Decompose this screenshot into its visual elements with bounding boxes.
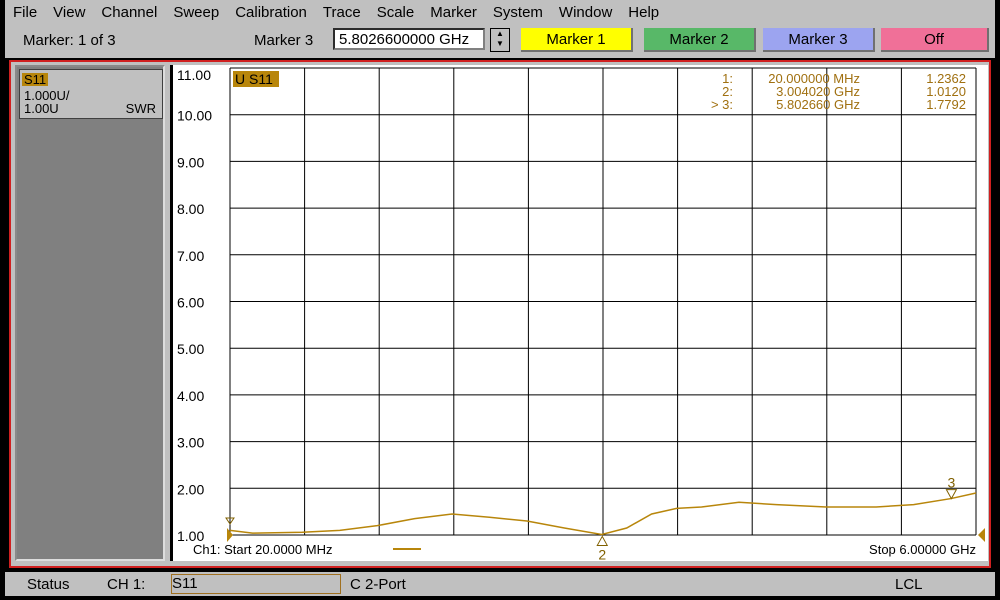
sweep-start: Ch1: Start 20.0000 MHz: [193, 542, 332, 557]
marker-3-number: 3: [947, 475, 955, 491]
spin-up-icon[interactable]: ▲: [496, 29, 504, 38]
swr-trace: [229, 492, 977, 536]
status-bar: Status CH 1: S11 C 2-Port LCL: [5, 572, 995, 596]
y-tick-label: 6.00: [177, 295, 204, 311]
marker-readout-value: 1.7792: [926, 97, 966, 112]
marker-readout-value: 1.0120: [926, 84, 966, 99]
off-button[interactable]: Off: [881, 28, 989, 52]
trace-panel: S11 1.000U/ 1.00U SWR: [15, 65, 165, 561]
marker-toolbar: Marker: 1 of 3 Marker 3 ▲▼ Marker 1 Marke…: [5, 24, 995, 58]
marker-count: Marker: 1 of 3: [23, 32, 116, 49]
y-tick-label: 3.00: [177, 435, 204, 451]
marker-3-button[interactable]: Marker 3: [763, 28, 875, 52]
menu-channel[interactable]: Channel: [101, 3, 158, 21]
status-calibration: C 2-Port: [350, 576, 406, 593]
spin-down-icon[interactable]: ▼: [496, 39, 504, 48]
marker-frequency-input[interactable]: [333, 28, 485, 50]
y-tick-label: 5.00: [177, 341, 204, 357]
y-tick-label: 10.00: [177, 108, 212, 124]
marker-readout-label: 1:: [722, 71, 733, 86]
status-parameter: S11: [171, 574, 341, 594]
y-tick-label: 8.00: [177, 201, 204, 217]
reference-right-icon: [978, 528, 985, 542]
swr-plot: 11.00 10.00 9.00 8.00 7.00 6.00 5.00 4.00 3.00 2.…: [177, 67, 985, 562]
menu-scale[interactable]: Scale: [376, 3, 415, 21]
menu-system[interactable]: System: [492, 3, 543, 21]
marker-readout-label: 2:: [722, 84, 733, 99]
status-channel: CH 1:: [107, 576, 146, 593]
marker-2-icon: [596, 535, 609, 546]
y-tick-label: 2.00: [177, 481, 204, 497]
trace-name: S11: [22, 72, 49, 87]
marker-readout-label: > 3:: [711, 97, 733, 112]
marker-1-button[interactable]: Marker 1: [521, 28, 633, 52]
menu-calibration[interactable]: Calibration: [235, 3, 307, 21]
sweep-stop: Stop 6.00000 GHz: [869, 542, 976, 557]
menu-file[interactable]: File: [13, 3, 38, 21]
chart-area[interactable]: 11.00 10.00 9.00 8.00 7.00 6.00 5.00 4.00 3.00 2.…: [170, 65, 988, 562]
status-label: Status: [27, 576, 70, 593]
menu-trace[interactable]: Trace: [322, 3, 361, 21]
marker-readout-freq: 20.000000 MHz: [768, 71, 860, 86]
marker-readout-value: 1.2362: [926, 71, 966, 86]
menu-help[interactable]: Help: [628, 3, 660, 21]
trace-scale: 1.000U/: [24, 88, 70, 103]
marker-1-icon: [225, 517, 235, 525]
y-tick-label: 1.00: [177, 528, 204, 544]
marker-frequency-spinner[interactable]: ▲ ▼: [490, 28, 510, 52]
marker-3-icon: [945, 489, 958, 500]
status-mode: LCL: [895, 576, 923, 593]
trace-label-bg: [233, 71, 279, 87]
y-tick-label: 7.00: [177, 248, 204, 264]
trace-info-s11[interactable]: S11 1.000U/ 1.00U SWR: [19, 69, 163, 119]
marker-2-number: 2: [598, 546, 606, 561]
trace-format: SWR: [125, 101, 156, 116]
marker-2-button[interactable]: Marker 2: [644, 28, 756, 52]
menu-marker[interactable]: Marker: [430, 3, 477, 21]
marker-readout-freq: 3.004020 GHz: [776, 84, 860, 99]
marker-label: Marker 3: [254, 32, 314, 49]
y-tick-label: 9.00: [177, 154, 204, 170]
trace-label: U S11: [235, 71, 273, 87]
trace-ref: 1.00U: [24, 101, 59, 116]
menu-bar: File View Channel Sweep Calibration Trace Scal…: [5, 0, 995, 24]
menu-sweep[interactable]: Sweep: [173, 3, 220, 21]
menu-view[interactable]: View: [53, 3, 86, 21]
y-tick-label: 11.00: [177, 67, 211, 83]
reference-left-icon: [227, 528, 233, 542]
y-tick-label: 4.00: [177, 388, 204, 404]
menu-window[interactable]: Window: [558, 3, 613, 21]
marker-readout-freq: 5.802660 GHz: [776, 97, 860, 112]
